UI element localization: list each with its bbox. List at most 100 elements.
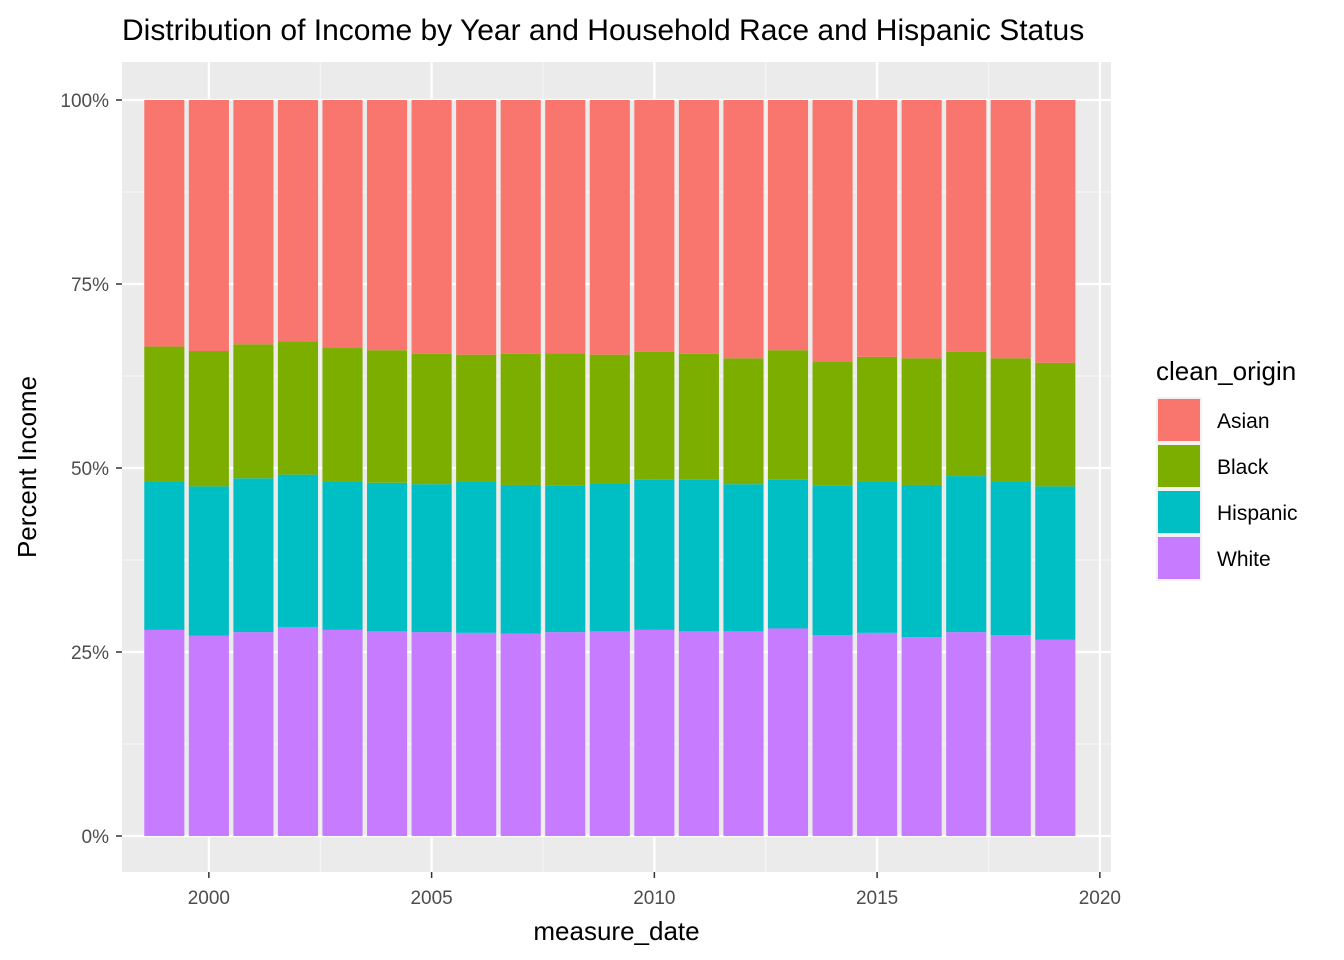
bar-segment-hispanic-2006 — [456, 481, 497, 633]
bar-segment-black-2007 — [500, 353, 541, 485]
bar-segment-hispanic-2013 — [767, 479, 809, 629]
bar-segment-asian-2015 — [857, 100, 898, 357]
bar-segment-white-2016 — [901, 637, 942, 836]
bar-segment-asian-1999 — [144, 100, 185, 347]
bar-segment-hispanic-2000 — [188, 486, 229, 636]
bar-segment-black-2011 — [678, 353, 719, 480]
x-axis-title: measure_date — [533, 916, 699, 946]
bar-segment-asian-2017 — [946, 100, 987, 352]
bar-segment-white-2000 — [188, 635, 229, 836]
bar-segment-black-2018 — [990, 358, 1031, 482]
bar-segment-white-1999 — [144, 629, 185, 836]
bar-segment-asian-2001 — [233, 100, 274, 345]
bar-segment-hispanic-2019 — [1035, 486, 1076, 640]
x-axis: 2000 2005 2010 2015 2020 — [188, 872, 1121, 909]
bar-segment-hispanic-2018 — [990, 481, 1031, 636]
legend-key-white — [1158, 537, 1200, 579]
x-tick-label: 2010 — [633, 888, 675, 909]
legend-label-asian: Asian — [1217, 410, 1270, 433]
bar-segment-white-2001 — [233, 632, 274, 836]
x-tick-label: 2005 — [410, 888, 452, 909]
legend-key-hispanic — [1158, 491, 1200, 533]
bar-segment-asian-2019 — [1035, 100, 1076, 363]
bar-segment-white-2010 — [634, 629, 675, 836]
bar-segment-white-2006 — [456, 632, 497, 836]
bar-segment-asian-2014 — [812, 100, 853, 362]
bar-segment-asian-2009 — [589, 100, 630, 355]
bar-segment-asian-2016 — [901, 100, 942, 359]
bar-segment-hispanic-2007 — [500, 484, 541, 634]
bar-segment-black-2012 — [723, 358, 764, 485]
bar-segment-asian-2012 — [723, 100, 764, 359]
y-tick-label: 25% — [71, 643, 109, 664]
bar-segment-white-2002 — [277, 626, 319, 836]
x-tick-label: 2020 — [1079, 888, 1121, 909]
bar-segment-black-2004 — [367, 350, 408, 483]
bar-segment-black-2016 — [901, 358, 942, 485]
bar-segment-hispanic-2003 — [322, 481, 363, 630]
bar-segment-white-2017 — [946, 632, 987, 836]
bars — [144, 100, 1076, 836]
bar-segment-hispanic-2016 — [901, 484, 942, 638]
bar-segment-asian-2006 — [456, 100, 497, 355]
bar-segment-white-2019 — [1035, 639, 1076, 836]
legend-key-black — [1158, 445, 1200, 487]
bar-segment-asian-2008 — [545, 100, 586, 354]
bar-segment-black-2015 — [857, 356, 898, 482]
bar-segment-white-2013 — [767, 628, 809, 836]
bar-segment-hispanic-2017 — [946, 476, 987, 633]
bar-segment-black-2017 — [946, 351, 987, 477]
bar-segment-white-2009 — [589, 631, 630, 836]
bar-segment-black-2010 — [634, 351, 675, 480]
legend: clean_origin Asian Black Hispanic White — [1156, 356, 1298, 581]
bar-segment-asian-2011 — [678, 100, 719, 354]
chart-title: Distribution of Income by Year and House… — [122, 14, 1084, 47]
y-tick-label: 0% — [82, 827, 110, 848]
bar-segment-black-1999 — [144, 346, 185, 482]
y-axis: 0% 25% 50% 75% 100% — [60, 91, 122, 848]
bar-segment-hispanic-2001 — [233, 478, 274, 633]
bar-segment-hispanic-2011 — [678, 479, 719, 632]
bar-segment-black-2014 — [812, 361, 853, 486]
bar-segment-asian-2010 — [634, 100, 675, 352]
y-axis-title: Percent Income — [12, 376, 42, 558]
bar-segment-hispanic-2002 — [277, 474, 319, 627]
bar-segment-white-2012 — [723, 631, 764, 836]
legend-label-hispanic: Hispanic — [1217, 502, 1298, 525]
bar-segment-black-2002 — [277, 341, 319, 475]
bar-segment-hispanic-2010 — [634, 479, 675, 630]
bar-segment-hispanic-2008 — [545, 485, 586, 633]
bar-segment-white-2005 — [411, 632, 452, 836]
bar-segment-black-2008 — [545, 353, 586, 486]
x-tick-label: 2000 — [188, 888, 230, 909]
legend-label-white: White — [1217, 548, 1271, 571]
bar-segment-white-2018 — [990, 635, 1031, 836]
bar-segment-hispanic-2005 — [411, 484, 452, 633]
y-tick-label: 50% — [71, 459, 109, 480]
bar-segment-white-2014 — [812, 635, 853, 836]
bar-segment-white-2008 — [545, 632, 586, 836]
bar-segment-asian-2005 — [411, 100, 452, 354]
bar-segment-hispanic-2015 — [857, 481, 898, 633]
bar-segment-asian-2007 — [500, 100, 541, 354]
bar-segment-asian-2004 — [367, 100, 408, 351]
bar-segment-hispanic-2014 — [812, 485, 853, 636]
bar-segment-white-2011 — [678, 631, 719, 836]
bar-segment-asian-2018 — [990, 100, 1031, 359]
legend-key-asian — [1158, 399, 1200, 441]
x-tick-label: 2015 — [856, 888, 898, 909]
bar-segment-hispanic-2004 — [367, 482, 408, 632]
bar-segment-white-2004 — [367, 631, 408, 836]
bar-segment-hispanic-1999 — [144, 481, 185, 630]
legend-title: clean_origin — [1156, 356, 1296, 386]
bar-segment-black-2001 — [233, 344, 274, 479]
bar-segment-black-2019 — [1035, 362, 1076, 487]
bar-segment-asian-2003 — [322, 100, 363, 349]
bar-segment-asian-2000 — [188, 100, 229, 351]
bar-segment-white-2015 — [857, 632, 898, 836]
legend-label-black: Black — [1217, 456, 1269, 479]
y-tick-label: 100% — [60, 91, 109, 112]
bar-segment-black-2000 — [188, 350, 229, 487]
bar-segment-black-2003 — [322, 348, 363, 482]
